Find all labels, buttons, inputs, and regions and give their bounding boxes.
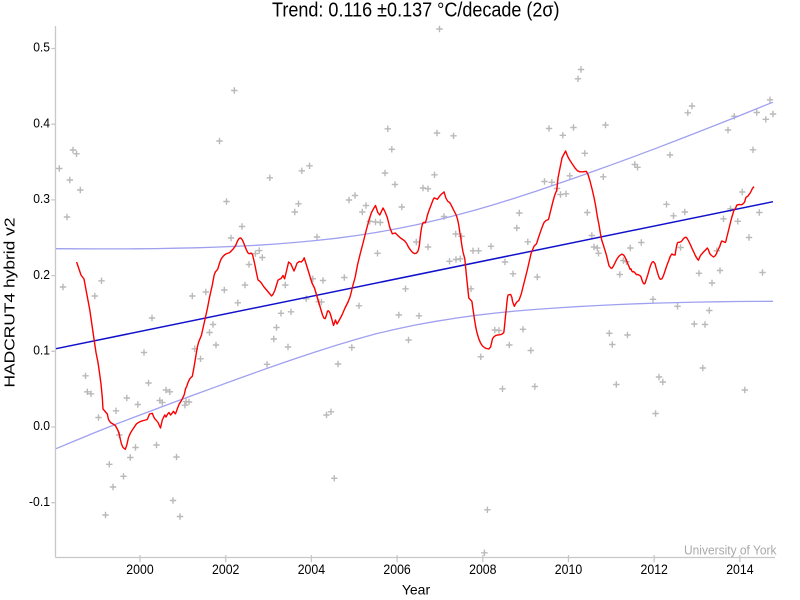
svg-text:Trend: 0.116 ±0.137 °C/decade: Trend: 0.116 ±0.137 °C/decade (2σ) [272,0,560,22]
svg-text:2008: 2008 [469,562,497,577]
svg-text:0.4: 0.4 [33,115,50,130]
svg-text:2014: 2014 [726,562,754,577]
svg-text:0.5: 0.5 [33,40,50,55]
svg-text:2004: 2004 [298,562,326,577]
svg-text:2006: 2006 [383,562,411,577]
svg-text:0.1: 0.1 [33,343,50,358]
svg-text:Year: Year [402,581,431,597]
svg-text:2002: 2002 [212,562,239,577]
svg-text:-0.1: -0.1 [29,494,50,509]
svg-text:0.3: 0.3 [33,191,50,206]
svg-text:University of York: University of York [684,543,777,557]
svg-text:0.2: 0.2 [33,267,50,282]
svg-text:0.0: 0.0 [33,418,50,433]
svg-text:HADCRUT4 hybrid v2: HADCRUT4 hybrid v2 [3,218,19,388]
svg-text:2000: 2000 [126,562,154,577]
svg-text:2010: 2010 [555,562,583,577]
svg-text:2012: 2012 [641,562,668,577]
